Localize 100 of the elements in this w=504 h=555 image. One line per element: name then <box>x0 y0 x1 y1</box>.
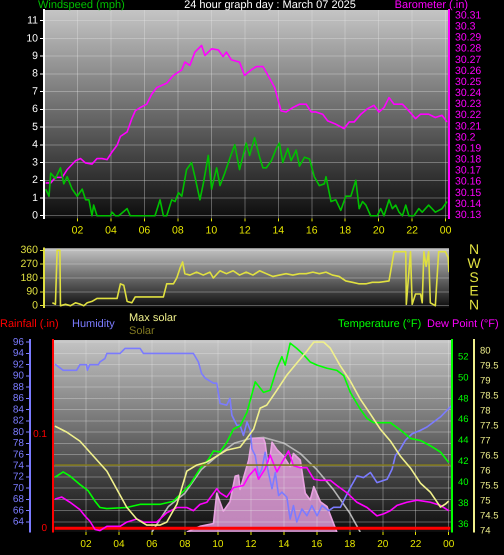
y-axis-title: Windspeed (mph) <box>38 0 125 11</box>
y-tick-label: 86 <box>12 393 24 404</box>
y2-tick-label: 30.28 <box>455 42 482 55</box>
y2-tick-label: 30.13 <box>455 208 482 221</box>
text: E <box>469 282 479 299</box>
y2-tick-label: 30.2 <box>455 131 476 144</box>
x-tick-label: 16 <box>311 538 323 550</box>
x-tick-label: 14 <box>278 538 290 550</box>
y-tick-label: 3 <box>32 156 38 168</box>
x-tick-label: 08 <box>172 224 184 237</box>
text: N <box>468 296 480 313</box>
y-tick-label: 44 <box>458 435 469 446</box>
y-tick-label: 4 <box>32 138 38 151</box>
y-tick-label: 66 <box>12 505 24 516</box>
y2-tick-label: 77 <box>480 436 491 447</box>
y-tick-label: 8 <box>32 68 38 80</box>
y-tick-label: 360 <box>20 244 38 256</box>
y2-tick-label: 30.24 <box>455 87 482 100</box>
x-tick-label: 02 <box>80 538 92 550</box>
text: Temperature (°F) <box>338 318 422 330</box>
y2-tick-label: 74 <box>480 526 491 537</box>
y-tick-label: 52 <box>458 351 469 362</box>
x-tick-label: 20 <box>372 224 385 237</box>
y-tick-label: 38 <box>458 498 469 509</box>
y-tick-label: 70 <box>12 482 24 494</box>
x-tick-label: 06 <box>138 224 150 237</box>
y2-tick-label: 78 <box>480 406 491 417</box>
y2-tick-label: 75 <box>480 496 491 507</box>
y-tick-label: 5 <box>32 120 38 133</box>
x-tick-label: 04 <box>105 224 117 237</box>
y2-tick-label: 30.19 <box>455 142 482 154</box>
text: Rainfall (.in) <box>0 318 59 330</box>
y-tick-label: 0 <box>32 300 38 312</box>
y2-tick-label: 30.3 <box>455 20 476 33</box>
y2-axis-title: Barometer (.in) <box>394 0 468 11</box>
y2-tick-label: 78.5 <box>480 390 498 402</box>
y2-tick-label: 30.31 <box>455 9 482 22</box>
y-tick-label: 90 <box>26 286 38 298</box>
y-tick-label: 7 <box>32 85 38 98</box>
y2-tick-label: 74.5 <box>480 510 498 522</box>
y2-tick-label: 30.27 <box>455 54 482 66</box>
y-tick-label: 6 <box>32 103 38 116</box>
x-tick-label: 08 <box>179 538 191 550</box>
x-tick-label: 12 <box>238 224 251 237</box>
y-tick-label: 2 <box>32 174 38 186</box>
y2-tick-label: 30.14 <box>455 198 482 210</box>
x-tick-label: 00 <box>443 538 455 550</box>
y-tick-label: 64 <box>12 516 24 528</box>
x-tick-label: 22 <box>406 224 418 237</box>
y-tick-label: 1 <box>32 192 38 204</box>
text: Solar <box>129 325 155 337</box>
y-tick-label: 10 <box>26 32 38 44</box>
y-tick-label: 72 <box>12 472 24 483</box>
y-tick-label: 9 <box>32 50 38 62</box>
y2-tick-label: 79.5 <box>480 360 498 372</box>
y-tick-label: 0 <box>32 210 38 222</box>
y-tick-label: 36 <box>458 518 469 530</box>
y2-tick-label: 80 <box>480 346 491 357</box>
y2-tick-label: 30.15 <box>455 186 482 199</box>
y-tick-label: 46 <box>458 414 469 426</box>
y2-tick-label: 30.21 <box>455 120 482 132</box>
y-tick-label: 50 <box>458 372 469 384</box>
y2-tick-label: 0.1 <box>33 428 48 440</box>
x-tick-label: 18 <box>344 538 356 550</box>
y2-tick-label: 30.25 <box>455 76 482 88</box>
y2-tick-label: 30.16 <box>455 176 482 188</box>
x-tick-label: 10 <box>212 538 224 550</box>
x-tick-label: 02 <box>72 224 84 237</box>
y-tick-label: 42 <box>458 456 469 468</box>
text: S <box>469 268 479 285</box>
y-tick-label: 96 <box>12 336 24 348</box>
y-tick-label: 68 <box>12 494 24 506</box>
chart-title: 24 hour graph day : March 07 2025 <box>184 0 356 11</box>
y-tick-label: 88 <box>12 382 24 393</box>
y2-tick-label: 30.18 <box>455 154 482 166</box>
y-tick-label: 82 <box>12 416 24 427</box>
y-tick-label: 270 <box>20 258 38 270</box>
y-tick-label: 40 <box>458 477 469 488</box>
y-tick-label: 180 <box>20 272 38 284</box>
x-tick-label: 12 <box>245 538 257 550</box>
y-tick-label: 76 <box>12 449 24 460</box>
y-tick-label: 11 <box>27 14 38 27</box>
x-tick-label: 20 <box>377 538 389 550</box>
x-tick-label: 06 <box>146 538 158 550</box>
y2-tick-label: 30.29 <box>455 32 482 44</box>
series-label: Humidity <box>72 318 115 330</box>
x-tick-label: 14 <box>272 224 284 237</box>
y2-tick-label: 30.23 <box>455 98 482 110</box>
y2-tick-label: 76.5 <box>480 450 498 462</box>
text: W <box>467 255 482 272</box>
text: N <box>468 241 480 258</box>
y-tick-label: 94 <box>12 348 24 360</box>
y-tick-label: 92 <box>12 359 24 370</box>
y2-tick-label: 75.5 <box>480 480 498 492</box>
y2-tick-label: 30.26 <box>455 64 482 77</box>
text: Max solar <box>129 312 177 324</box>
y-tick-label: 84 <box>12 404 24 416</box>
y-tick-label: 78 <box>12 438 24 450</box>
y-tick-label: 74 <box>12 460 24 472</box>
y2-tick-label: 79 <box>480 376 491 387</box>
